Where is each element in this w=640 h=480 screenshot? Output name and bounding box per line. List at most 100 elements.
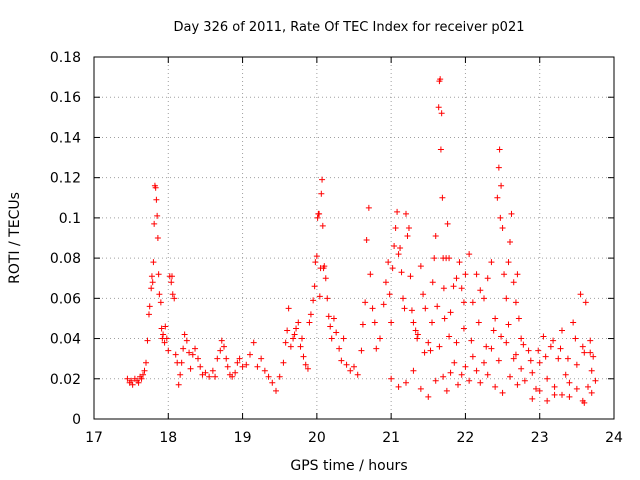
data-point bbox=[250, 339, 257, 346]
data-point bbox=[269, 379, 276, 386]
data-point bbox=[152, 184, 159, 191]
data-point bbox=[544, 375, 551, 382]
data-point bbox=[144, 337, 151, 344]
data-point bbox=[557, 345, 564, 352]
data-point bbox=[307, 311, 314, 318]
data-point bbox=[145, 311, 152, 318]
data-point bbox=[322, 275, 329, 282]
data-point bbox=[414, 331, 421, 338]
data-point bbox=[507, 239, 513, 246]
data-point bbox=[468, 337, 475, 344]
data-point bbox=[587, 337, 594, 344]
data-point bbox=[318, 190, 325, 197]
data-point bbox=[234, 359, 241, 366]
data-point bbox=[224, 363, 231, 370]
data-point bbox=[314, 214, 321, 221]
data-point bbox=[354, 371, 361, 378]
data-point bbox=[581, 349, 588, 356]
data-point bbox=[299, 335, 305, 342]
data-point bbox=[456, 259, 463, 266]
data-point bbox=[336, 345, 343, 352]
data-point bbox=[367, 271, 374, 278]
y-tick-label: 0.02 bbox=[50, 372, 81, 388]
data-point bbox=[527, 357, 534, 364]
data-point bbox=[239, 363, 246, 370]
data-point bbox=[218, 337, 225, 344]
data-point bbox=[392, 224, 399, 231]
data-point bbox=[431, 255, 438, 262]
data-point bbox=[446, 333, 453, 340]
data-point bbox=[243, 361, 250, 368]
data-point bbox=[499, 389, 506, 396]
chart-title: Day 326 of 2011, Rate Of TEC Index for r… bbox=[174, 20, 525, 35]
data-point bbox=[559, 327, 565, 334]
data-point bbox=[124, 375, 131, 382]
y-tick-label: 0.04 bbox=[50, 332, 81, 348]
data-point bbox=[481, 359, 487, 366]
data-point bbox=[455, 381, 461, 388]
data-point bbox=[148, 273, 155, 280]
data-point bbox=[161, 339, 168, 346]
data-point bbox=[590, 353, 597, 360]
data-point bbox=[146, 303, 153, 310]
data-point bbox=[129, 381, 136, 388]
data-point bbox=[536, 387, 543, 394]
data-point bbox=[192, 345, 199, 352]
data-point bbox=[477, 287, 484, 294]
data-point bbox=[529, 395, 536, 402]
data-point bbox=[163, 335, 170, 342]
data-point bbox=[555, 355, 562, 362]
data-point bbox=[280, 359, 287, 366]
data-point bbox=[443, 387, 450, 394]
data-point bbox=[429, 319, 435, 326]
data-point bbox=[306, 319, 313, 326]
data-point bbox=[438, 110, 445, 117]
data-point bbox=[414, 335, 421, 342]
data-point bbox=[180, 345, 187, 352]
data-point bbox=[488, 345, 495, 352]
data-point bbox=[138, 375, 145, 382]
data-point bbox=[150, 259, 157, 266]
data-point bbox=[209, 367, 216, 374]
data-point bbox=[566, 393, 573, 400]
data-point bbox=[435, 104, 442, 111]
data-point bbox=[300, 353, 307, 360]
data-point bbox=[466, 377, 473, 384]
data-point bbox=[505, 259, 512, 266]
data-point bbox=[143, 359, 149, 366]
data-point bbox=[369, 305, 376, 312]
data-point bbox=[547, 343, 554, 350]
data-point bbox=[195, 355, 201, 362]
y-tick-label: 0.08 bbox=[50, 251, 81, 267]
data-point bbox=[432, 232, 439, 239]
data-point bbox=[499, 224, 506, 231]
data-point bbox=[446, 255, 453, 262]
data-point bbox=[495, 164, 502, 171]
data-point bbox=[420, 291, 427, 298]
x-tick-label: 19 bbox=[234, 430, 252, 446]
data-point bbox=[544, 397, 551, 404]
data-point bbox=[488, 259, 495, 266]
data-point bbox=[284, 327, 291, 334]
data-point bbox=[187, 365, 194, 372]
data-point bbox=[495, 357, 502, 364]
data-point bbox=[347, 367, 354, 374]
data-point bbox=[373, 345, 380, 352]
data-point bbox=[520, 341, 527, 348]
data-point bbox=[540, 333, 547, 340]
x-tick-label: 24 bbox=[605, 430, 623, 446]
data-point bbox=[508, 210, 515, 217]
data-point bbox=[473, 367, 480, 374]
data-point bbox=[343, 361, 350, 368]
data-point bbox=[525, 347, 532, 354]
data-point bbox=[386, 291, 393, 298]
data-point bbox=[403, 210, 409, 217]
data-point bbox=[153, 196, 160, 203]
data-point bbox=[377, 335, 383, 342]
data-point bbox=[566, 379, 573, 386]
data-point bbox=[458, 285, 465, 292]
data-point bbox=[154, 212, 161, 219]
data-point bbox=[325, 313, 332, 320]
data-point bbox=[165, 347, 172, 354]
